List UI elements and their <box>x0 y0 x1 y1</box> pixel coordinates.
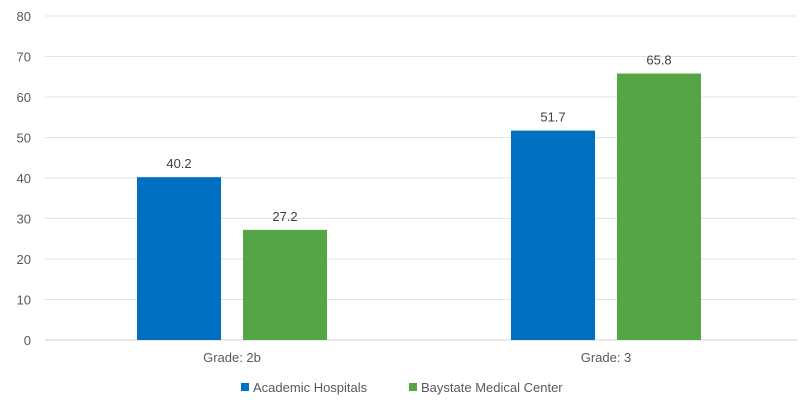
data-label: 65.8 <box>646 53 671 68</box>
y-tick-label: 30 <box>17 212 31 227</box>
legend-label: Academic Hospitals <box>253 380 368 395</box>
y-tick-label: 10 <box>17 293 31 308</box>
y-tick-label: 20 <box>17 252 31 267</box>
y-tick-label: 40 <box>17 171 31 186</box>
bar <box>243 229 327 340</box>
bar <box>617 73 701 340</box>
data-label: 51.7 <box>540 110 565 125</box>
y-tick-label: 80 <box>17 9 31 24</box>
legend-label: Baystate Medical Center <box>421 380 563 395</box>
data-label: 40.2 <box>166 156 191 171</box>
y-tick-label: 0 <box>24 333 31 348</box>
y-tick-label: 70 <box>17 50 31 65</box>
data-label: 27.2 <box>272 209 297 224</box>
x-tick-label: Grade: 3 <box>581 350 632 365</box>
legend-swatch <box>241 383 249 391</box>
x-tick-label: Grade: 2b <box>203 350 261 365</box>
y-tick-label: 60 <box>17 90 31 105</box>
bar <box>137 177 221 340</box>
bar <box>511 130 595 340</box>
legend-swatch <box>409 383 417 391</box>
y-tick-label: 50 <box>17 131 31 146</box>
